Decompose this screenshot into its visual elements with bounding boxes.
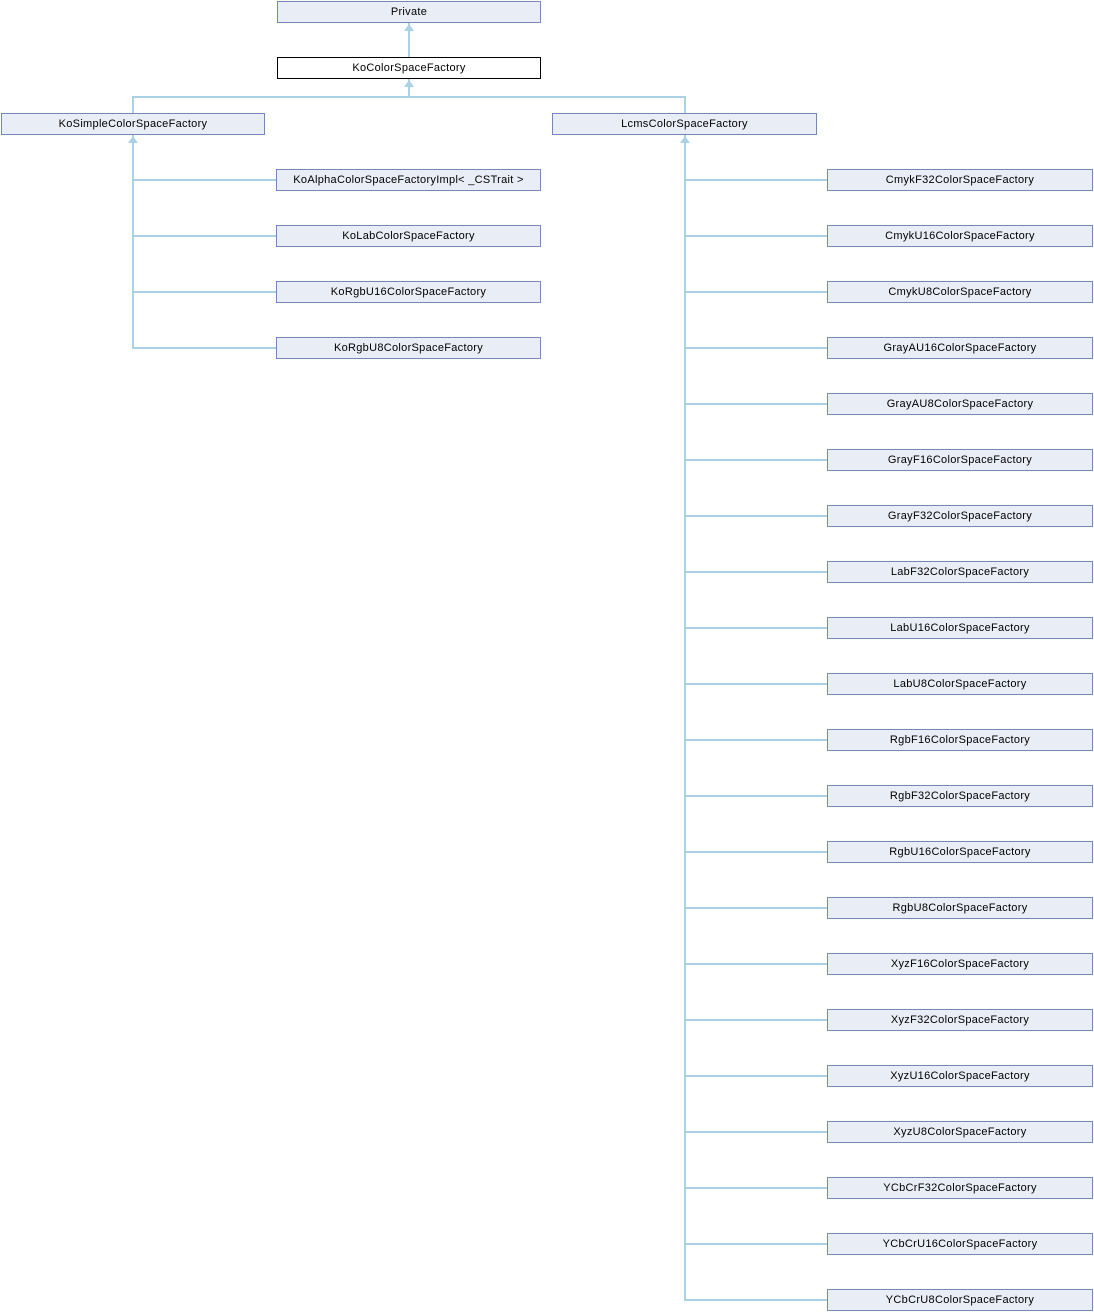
class-node-koalphacolorspacefactoryimpl-cstrait[interactable]: KoAlphaColorSpaceFactoryImpl< _CSTrait > [276, 169, 541, 191]
edge-line [132, 235, 276, 237]
edge-line [684, 851, 827, 853]
edge-line [684, 235, 827, 237]
edge-line [684, 1075, 827, 1077]
class-node-private[interactable]: Private [277, 1, 541, 23]
edge-line [684, 96, 686, 113]
class-node-kocolorspacefactory: KoColorSpaceFactory [277, 57, 541, 79]
class-node-cmyku16colorspacefactory[interactable]: CmykU16ColorSpaceFactory [827, 225, 1093, 247]
class-node-grayf32colorspacefactory[interactable]: GrayF32ColorSpaceFactory [827, 505, 1093, 527]
class-node-grayau8colorspacefactory[interactable]: GrayAU8ColorSpaceFactory [827, 393, 1093, 415]
class-node-kolabcolorspacefactory[interactable]: KoLabColorSpaceFactory [276, 225, 541, 247]
edge-line [684, 1187, 827, 1189]
edge-line [132, 291, 276, 293]
class-node-korgbu16colorspacefactory[interactable]: KoRgbU16ColorSpaceFactory [276, 281, 541, 303]
class-node-ycbcrf32colorspacefactory[interactable]: YCbCrF32ColorSpaceFactory [827, 1177, 1093, 1199]
edge-line [684, 795, 827, 797]
inheritance-arrow-up-icon [404, 24, 414, 31]
class-node-xyzu8colorspacefactory[interactable]: XyzU8ColorSpaceFactory [827, 1121, 1093, 1143]
edge-line [684, 1019, 827, 1021]
class-node-rgbu8colorspacefactory[interactable]: RgbU8ColorSpaceFactory [827, 897, 1093, 919]
edge-line [684, 1299, 827, 1301]
edge-line [132, 347, 276, 349]
edge-line [684, 1243, 827, 1245]
edge-line [408, 23, 410, 57]
class-node-grayf16colorspacefactory[interactable]: GrayF16ColorSpaceFactory [827, 449, 1093, 471]
edge-line [684, 627, 827, 629]
edge-line [684, 179, 827, 181]
class-node-ycbcru16colorspacefactory[interactable]: YCbCrU16ColorSpaceFactory [827, 1233, 1093, 1255]
class-node-lcmscolorspacefactory[interactable]: LcmsColorSpaceFactory [552, 113, 817, 135]
class-node-korgbu8colorspacefactory[interactable]: KoRgbU8ColorSpaceFactory [276, 337, 541, 359]
edge-line [684, 963, 827, 965]
class-node-xyzf32colorspacefactory[interactable]: XyzF32ColorSpaceFactory [827, 1009, 1093, 1031]
class-node-rgbf16colorspacefactory[interactable]: RgbF16ColorSpaceFactory [827, 729, 1093, 751]
edge-line [132, 179, 276, 181]
class-node-grayau16colorspacefactory[interactable]: GrayAU16ColorSpaceFactory [827, 337, 1093, 359]
edge-line [132, 96, 134, 113]
inheritance-arrow-up-icon [128, 136, 138, 143]
inheritance-arrow-up-icon [404, 80, 414, 87]
edge-line [132, 135, 134, 349]
edge-line [684, 135, 686, 1301]
class-node-rgbf32colorspacefactory[interactable]: RgbF32ColorSpaceFactory [827, 785, 1093, 807]
edge-line [684, 1131, 827, 1133]
class-node-ycbcru8colorspacefactory[interactable]: YCbCrU8ColorSpaceFactory [827, 1289, 1093, 1311]
class-node-rgbu16colorspacefactory[interactable]: RgbU16ColorSpaceFactory [827, 841, 1093, 863]
edge-line [684, 403, 827, 405]
class-node-labf32colorspacefactory[interactable]: LabF32ColorSpaceFactory [827, 561, 1093, 583]
inheritance-arrow-up-icon [680, 136, 690, 143]
edge-line [684, 907, 827, 909]
edge-line [684, 571, 827, 573]
edge-line [684, 739, 827, 741]
edge-line [684, 515, 827, 517]
class-node-labu8colorspacefactory[interactable]: LabU8ColorSpaceFactory [827, 673, 1093, 695]
class-node-xyzu16colorspacefactory[interactable]: XyzU16ColorSpaceFactory [827, 1065, 1093, 1087]
class-node-cmykf32colorspacefactory[interactable]: CmykF32ColorSpaceFactory [827, 169, 1093, 191]
class-node-labu16colorspacefactory[interactable]: LabU16ColorSpaceFactory [827, 617, 1093, 639]
edge-line [684, 347, 827, 349]
edge-line [132, 96, 686, 98]
class-node-cmyku8colorspacefactory[interactable]: CmykU8ColorSpaceFactory [827, 281, 1093, 303]
edge-line [408, 79, 410, 98]
class-node-kosimplecolorspacefactory[interactable]: KoSimpleColorSpaceFactory [1, 113, 265, 135]
edge-line [684, 683, 827, 685]
class-node-xyzf16colorspacefactory[interactable]: XyzF16ColorSpaceFactory [827, 953, 1093, 975]
edge-line [684, 291, 827, 293]
edge-line [684, 459, 827, 461]
